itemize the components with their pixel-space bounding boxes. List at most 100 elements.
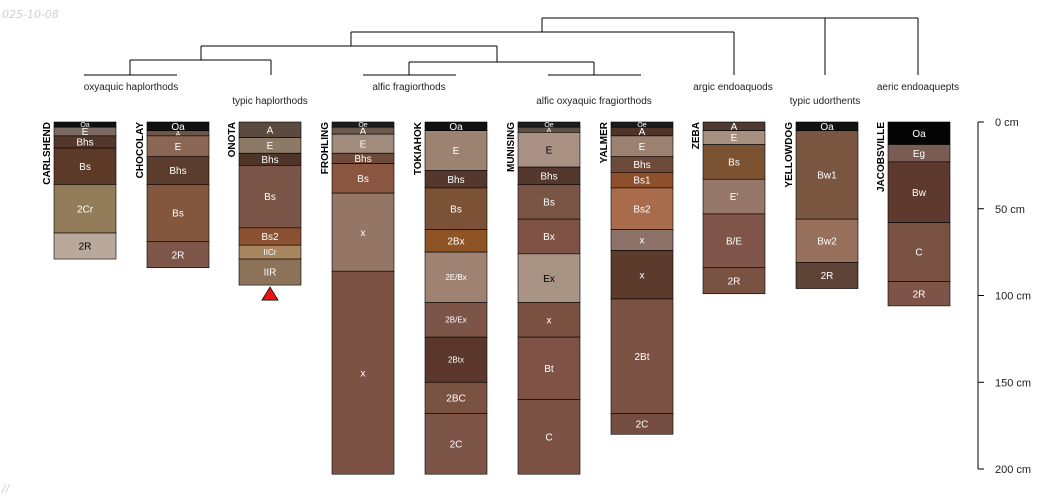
horizon-label: Oe <box>358 122 367 129</box>
horizon-label: 2R <box>172 250 185 261</box>
horizon-label: Bt <box>544 364 554 375</box>
horizon-rect <box>517 399 581 475</box>
horizon-label: Bhs <box>354 154 371 165</box>
horizon-label: x <box>640 270 645 281</box>
horizon-rect <box>795 218 859 263</box>
profile-name: ZEBA <box>691 122 702 149</box>
horizon-label: B/E <box>726 236 742 247</box>
horizon-rect <box>146 241 210 269</box>
horizon-label: E <box>360 139 367 150</box>
horizon-label: E <box>453 146 460 157</box>
horizon-label: E <box>267 141 274 152</box>
horizon-label: Oe <box>637 122 646 129</box>
horizon-label: E' <box>730 192 739 203</box>
horizon-rect <box>424 130 488 171</box>
horizon-label: 2B/Ex <box>445 316 466 325</box>
horizon-rect <box>238 258 302 286</box>
group-label: oxyaquic haplorthods <box>84 82 179 93</box>
horizon-label: Bhs <box>447 175 464 186</box>
horizon-label: x <box>361 368 366 379</box>
horizon-label: E <box>639 142 646 153</box>
horizon-rect <box>517 302 581 338</box>
horizon-label: Bs <box>264 192 276 203</box>
horizon-label: E <box>82 127 89 138</box>
horizon-rect <box>610 298 674 414</box>
horizon-label: Bhs <box>76 138 93 149</box>
horizon-label: 2C <box>636 419 649 430</box>
depth-tick-label: 0 cm <box>995 117 1019 129</box>
horizon-label: 2E/Bx <box>445 273 466 282</box>
group-label: argic endoaquods <box>693 82 773 93</box>
horizon-label: 2Cr <box>77 204 94 215</box>
horizon-label: E <box>175 142 182 153</box>
group-label: alfic oxyaquic fragiorthods <box>536 96 652 107</box>
horizon-label: A <box>267 125 274 136</box>
horizon-label: x <box>640 236 645 247</box>
profile-name: CHOCOLAY <box>135 122 146 179</box>
depth-tick-label: 150 cm <box>995 377 1031 389</box>
horizon-rect <box>887 281 951 307</box>
horizon-rect <box>702 144 766 180</box>
horizon-label: A <box>547 127 552 134</box>
horizon-rect <box>610 250 674 300</box>
horizon-label: A <box>360 126 367 137</box>
horizon-rect <box>517 218 581 255</box>
horizon-label: A <box>639 127 646 138</box>
horizon-label: Bs <box>79 162 91 173</box>
horizon-label: 2R <box>913 289 926 300</box>
horizon-label: C <box>545 433 552 444</box>
horizon-label: Bs1 <box>633 176 651 187</box>
profile-name: TOKIAHOK <box>413 121 424 175</box>
horizon-label: Oa <box>820 122 834 133</box>
horizon-rect <box>53 147 117 185</box>
horizon-rect <box>887 161 951 223</box>
horizon-rect <box>238 165 302 229</box>
depth-tick-label: 200 cm <box>995 464 1031 476</box>
horizon-label: 2Bt <box>634 352 649 363</box>
group-label: aeric endoaquepts <box>877 82 959 93</box>
horizon-rect <box>887 222 951 282</box>
horizon-label: IICr <box>264 248 277 257</box>
horizon-label: IIR <box>264 268 277 279</box>
horizon-label: Oe <box>544 122 553 129</box>
horizon-rect <box>424 251 488 303</box>
horizon-label: 2Btx <box>448 356 464 365</box>
horizon-rect <box>146 184 210 243</box>
horizon-label: Bs <box>543 197 555 208</box>
horizon-label: Oa <box>449 122 463 133</box>
horizon-label: Oa <box>912 129 926 140</box>
depth-tick-label: 50 cm <box>995 204 1025 216</box>
horizon-label: 2BC <box>446 393 465 404</box>
group-label: typic haplorthods <box>232 96 308 107</box>
profile-name: JACOBSVILLE <box>876 122 887 192</box>
horizon-label: Bw <box>912 188 927 199</box>
horizon-label: Ex <box>543 274 555 285</box>
group-label: typic udorthents <box>790 96 861 107</box>
corner-mark: // <box>2 482 10 495</box>
horizon-label: x <box>547 315 552 326</box>
horizon-rect <box>331 192 395 272</box>
horizon-label: Bhs <box>540 171 557 182</box>
horizon-rect <box>517 184 581 220</box>
horizon-rect <box>424 336 488 383</box>
horizon-label: Bs <box>357 174 369 185</box>
horizon-label: 2R <box>79 242 92 253</box>
horizon-label: Bs <box>728 158 740 169</box>
horizon-rect <box>146 156 210 185</box>
horizon-rect <box>702 267 766 295</box>
horizon-label: x <box>361 228 366 239</box>
horizon-rect <box>610 413 674 435</box>
horizon-label: 2R <box>821 271 834 282</box>
horizon-label: 2C <box>450 439 463 450</box>
horizon-label: 2R <box>728 276 741 287</box>
profile-name: MUNISING <box>506 122 517 172</box>
profile-name: YALMER <box>599 121 610 163</box>
horizon-label: Bs2 <box>261 232 279 243</box>
horizon-rect <box>53 232 117 260</box>
horizon-label: Oa <box>80 122 89 129</box>
horizon-label: A <box>731 122 738 133</box>
horizon-rect <box>517 132 581 168</box>
horizon-label: Bs2 <box>633 204 651 215</box>
truncation-marker <box>261 286 279 301</box>
horizon-rect <box>424 302 488 338</box>
